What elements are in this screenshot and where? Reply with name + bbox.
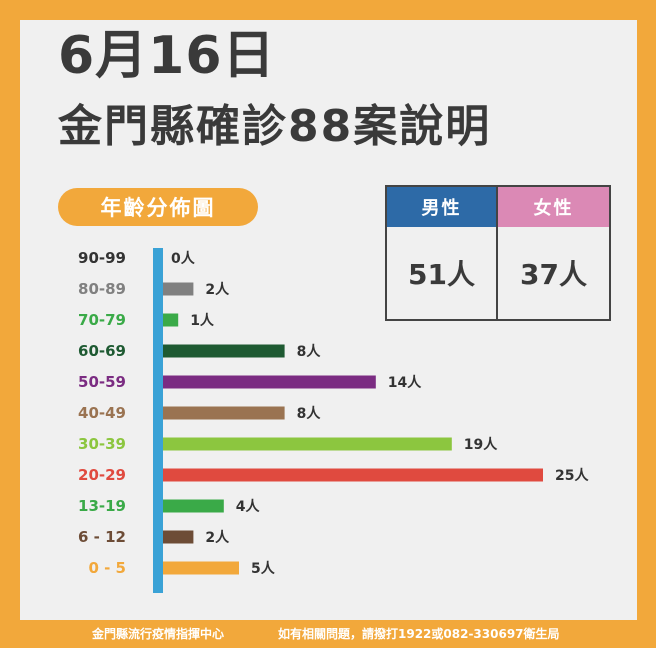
category-label: 20-29: [78, 466, 126, 484]
data-label: 8人: [297, 405, 322, 422]
data-label: 2人: [205, 529, 230, 546]
bar: [163, 561, 239, 575]
date-title: 6月16日: [58, 26, 276, 86]
category-label: 0 - 5: [88, 559, 126, 577]
bar: [163, 530, 194, 544]
footer-contact: 如有相關問題，請撥打1922或082-330697衛生局: [278, 627, 560, 641]
category-label: 13-19: [78, 497, 126, 515]
category-label: 50-59: [78, 373, 126, 391]
female-count: 37人: [520, 258, 587, 291]
category-label: 6 - 12: [78, 528, 126, 546]
category-label: 70-79: [78, 311, 126, 329]
bar: [163, 406, 285, 420]
data-label: 14人: [388, 374, 422, 391]
bar: [163, 499, 224, 513]
data-label: 4人: [236, 498, 261, 515]
category-axis: [153, 248, 163, 593]
category-label: 80-89: [78, 280, 126, 298]
data-label: 19人: [464, 436, 498, 453]
footer-organization: 金門縣流行疫情指揮中心: [92, 627, 225, 641]
male-label: 男性: [387, 187, 498, 227]
gender-table: 男性 女性 51人 37人: [385, 185, 611, 321]
bar: [163, 437, 452, 451]
section-label: 年齡分佈圖: [58, 188, 258, 226]
data-label: 1人: [190, 312, 215, 329]
main-title: 金門縣確診88案說明: [58, 101, 492, 152]
bar: [163, 375, 376, 389]
male-count: 51人: [387, 227, 498, 319]
category-label: 90-99: [78, 249, 126, 267]
data-label: 8人: [297, 343, 322, 360]
bar: [163, 313, 179, 327]
category-label: 30-39: [78, 435, 126, 453]
category-label: 40-49: [78, 404, 126, 422]
bar: [163, 344, 285, 358]
bar: [163, 282, 194, 296]
bar: [163, 468, 543, 482]
female-label: 女性: [498, 187, 609, 227]
data-label: 5人: [251, 560, 276, 577]
data-label: 0人: [171, 250, 196, 267]
category-label: 60-69: [78, 342, 126, 360]
data-label: 25人: [555, 467, 589, 484]
data-label: 2人: [205, 281, 230, 298]
